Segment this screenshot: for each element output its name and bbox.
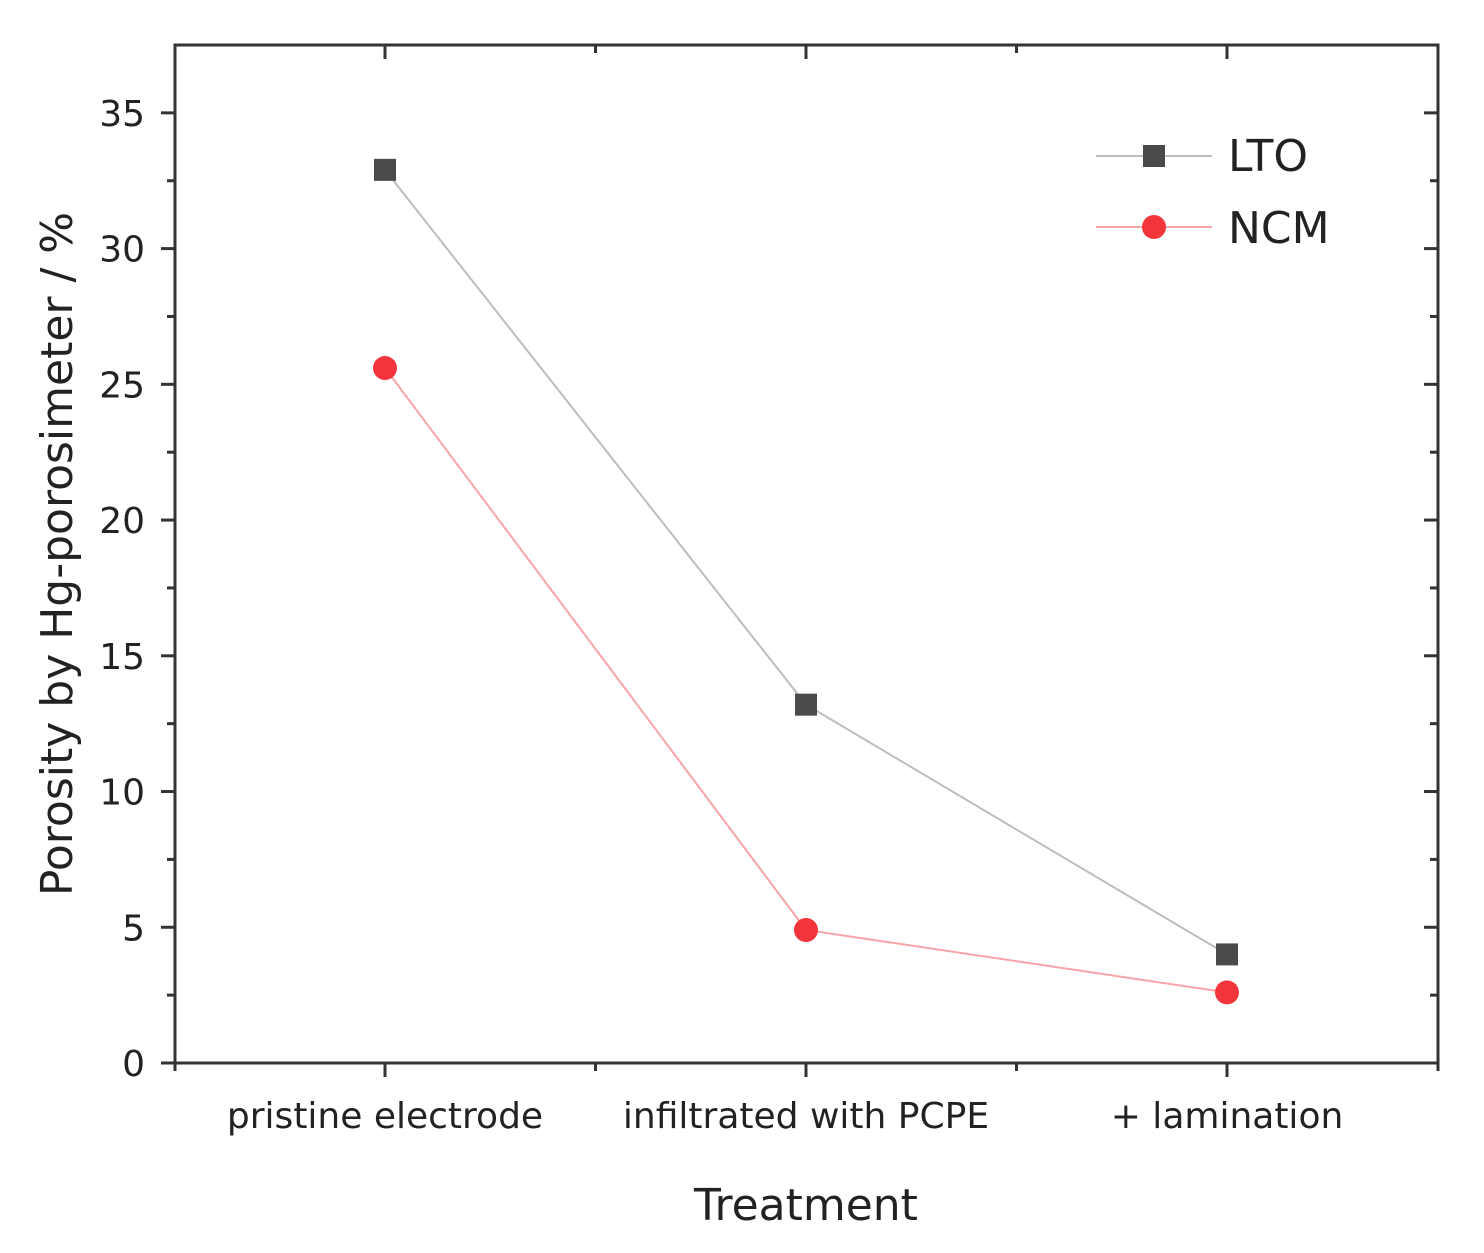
legend-label-lto: LTO: [1228, 131, 1308, 182]
x-tick-label: infiltrated with PCPE: [623, 1096, 989, 1137]
series-line-ncm: [384, 367, 1228, 994]
series-lines: [384, 169, 1228, 994]
data-point-lto: [1216, 943, 1238, 966]
y-tick-label: 0: [122, 1044, 145, 1085]
axis-ticks: [161, 45, 1440, 1077]
data-point-lto: [795, 693, 817, 716]
legend-label-ncm: NCM: [1228, 203, 1330, 254]
legend-marker-ncm: [1142, 215, 1166, 239]
data-point-ncm: [1215, 980, 1239, 1005]
data-point-ncm: [373, 356, 397, 381]
x-axis-title: Treatment: [693, 1180, 918, 1231]
y-tick-label: 30: [99, 230, 145, 271]
plot-frame: [173, 43, 1440, 1065]
y-tick-label: 25: [99, 365, 145, 406]
y-tick-label: 15: [99, 637, 145, 678]
data-point-ncm: [794, 917, 818, 942]
x-tick-label: pristine electrode: [227, 1096, 543, 1137]
y-tick-label: 5: [122, 908, 145, 949]
legend-marker-lto: [1143, 145, 1165, 167]
series-line-lto: [384, 169, 1228, 956]
legend: LTO NCM: [1096, 131, 1330, 254]
series-markers: [373, 158, 1239, 1005]
y-tick-label: 10: [99, 773, 145, 814]
y-tick-labels: 0 5 10 15 20 25 30 35: [99, 94, 145, 1085]
y-tick-label: 35: [99, 94, 145, 135]
y-axis-title: Porosity by Hg-porosimeter / %: [32, 212, 83, 896]
data-point-lto: [374, 158, 396, 181]
x-tick-label: + lamination: [1111, 1096, 1344, 1137]
x-tick-labels: pristine electrode infiltrated with PCPE +…: [227, 1096, 1343, 1137]
y-tick-label: 20: [99, 501, 145, 542]
